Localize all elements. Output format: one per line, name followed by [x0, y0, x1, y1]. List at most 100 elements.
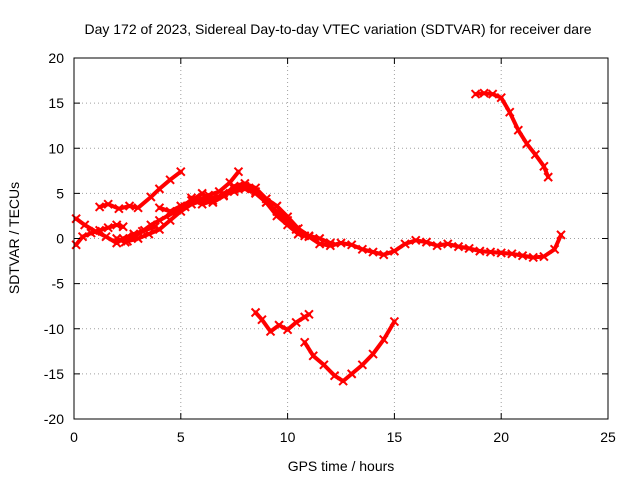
data-point — [250, 186, 261, 197]
data-point — [346, 369, 357, 379]
y-tick-label: 0 — [56, 231, 64, 247]
data-point — [308, 351, 318, 361]
data-point — [368, 247, 378, 257]
data-point — [186, 193, 197, 203]
data-point — [453, 241, 464, 252]
data-point — [274, 320, 284, 330]
data-point — [240, 181, 250, 191]
y-tick-label: 15 — [48, 95, 64, 111]
data-point — [165, 206, 175, 217]
data-point — [389, 246, 400, 256]
data-point — [122, 236, 133, 246]
x-tick-label: 10 — [280, 429, 296, 445]
data-point — [291, 317, 301, 328]
data-point — [94, 202, 105, 212]
data-point — [485, 247, 496, 257]
data-point — [528, 252, 538, 263]
x-axis-label: GPS time / hours — [288, 458, 395, 474]
data-point — [507, 249, 517, 259]
data-point — [336, 238, 346, 248]
data-point — [539, 161, 549, 172]
y-tick-label: 20 — [48, 50, 64, 66]
data-point — [233, 167, 244, 177]
data-point — [496, 248, 506, 258]
grid-lines — [74, 58, 608, 419]
data-point — [556, 230, 566, 240]
x-tick-label: 5 — [177, 429, 185, 445]
data-point — [505, 107, 515, 117]
data-point — [250, 307, 261, 318]
y-axis-label: SDTVAR / TECUs — [6, 182, 22, 294]
data-point — [513, 125, 523, 135]
x-tick-label: 15 — [387, 429, 403, 445]
axis-ticks: 0 5 10 15 20 25 -20 -15 -10 -5 0 5 10 15 20 — [44, 50, 616, 445]
data-point — [165, 175, 175, 185]
data-point — [299, 312, 310, 322]
data-point — [338, 376, 348, 386]
data-point — [272, 211, 282, 221]
data-point — [329, 370, 340, 381]
data-point — [154, 224, 165, 235]
data-point — [77, 231, 88, 242]
y-tick-label: -15 — [44, 366, 64, 382]
data-point — [400, 239, 410, 249]
data-point — [470, 89, 481, 99]
y-tick-label: -5 — [52, 276, 65, 292]
data-point — [539, 251, 549, 262]
data-point — [530, 149, 541, 160]
data-point — [282, 220, 293, 230]
data-point — [154, 203, 165, 213]
y-tick-label: -20 — [44, 411, 64, 427]
data-point — [299, 337, 310, 347]
data-point — [522, 139, 532, 149]
x-tick-label: 0 — [70, 429, 78, 445]
data-point — [197, 199, 207, 209]
data-point — [379, 334, 389, 345]
series-arc-h — [473, 91, 551, 180]
data-point — [154, 215, 165, 226]
x-tick-label: 25 — [600, 429, 616, 445]
data-point — [432, 241, 442, 251]
data-point — [257, 315, 267, 325]
series-arc-g — [189, 184, 563, 260]
data-point — [146, 192, 156, 202]
data-point — [229, 184, 239, 194]
data-point — [118, 222, 128, 232]
data-point — [176, 167, 186, 177]
data-point — [411, 235, 421, 246]
data-point — [133, 233, 143, 244]
data-point — [293, 229, 303, 239]
data-point — [272, 201, 282, 211]
data-point — [165, 215, 175, 226]
data-point — [261, 197, 271, 208]
data-point — [479, 88, 489, 98]
data-point — [176, 201, 186, 211]
data-point — [71, 240, 81, 250]
data-point — [389, 316, 400, 327]
data-point — [114, 204, 124, 214]
data-point — [154, 184, 165, 194]
data-point — [103, 222, 113, 233]
data-point — [282, 212, 293, 222]
data-point — [314, 239, 325, 249]
data-point — [146, 220, 156, 230]
data-point — [496, 93, 506, 103]
data-point — [475, 246, 485, 256]
data-point — [487, 89, 498, 99]
data-point — [144, 229, 154, 239]
data-point — [319, 360, 329, 370]
data-point — [265, 326, 276, 337]
data-point — [94, 225, 105, 236]
data-point — [304, 309, 314, 320]
x-tick-label: 20 — [493, 429, 509, 445]
y-tick-label: 5 — [56, 185, 64, 201]
data-point — [304, 231, 314, 242]
data-point — [357, 244, 368, 255]
data-point — [357, 360, 368, 370]
data-point — [282, 324, 293, 335]
data-point — [346, 240, 357, 250]
data-point — [325, 241, 336, 251]
data-point — [112, 233, 122, 244]
data-point — [464, 243, 474, 254]
